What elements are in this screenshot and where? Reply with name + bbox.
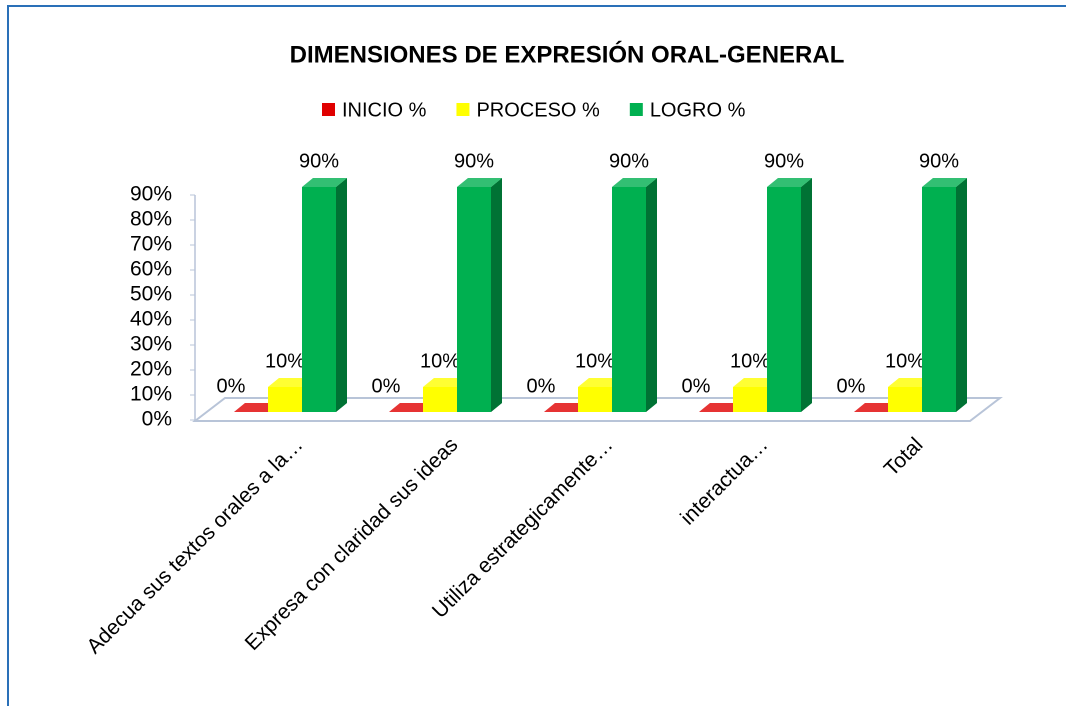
- bar-side: [336, 178, 347, 412]
- data-label: 10%: [730, 350, 770, 372]
- bar: [268, 387, 302, 412]
- y-tick-label: 20%: [130, 358, 172, 381]
- data-label: 10%: [575, 350, 615, 372]
- bar-top-shade: [389, 403, 434, 412]
- bar-side-shade: [956, 178, 967, 412]
- bar-top: [234, 403, 279, 412]
- data-label: 0%: [527, 375, 556, 397]
- bar-top-shade: [733, 378, 778, 387]
- legend-swatch: [456, 103, 470, 116]
- bar-top: [302, 178, 347, 187]
- y-tick-label: 70%: [130, 233, 172, 256]
- y-tick-label: 90%: [130, 183, 172, 206]
- bar-top: [767, 178, 812, 187]
- bar-side: [956, 178, 967, 412]
- data-label: 90%: [609, 150, 649, 172]
- bar: [423, 387, 457, 412]
- bar: [888, 387, 922, 412]
- bar-top: [268, 378, 313, 387]
- x-tick-label: Total: [880, 433, 928, 481]
- bar-top: [544, 403, 589, 412]
- bar-side-shade: [646, 178, 657, 412]
- bar-top: [922, 178, 967, 187]
- bar-top-shade: [544, 403, 589, 412]
- bar-top-shade: [457, 178, 502, 187]
- bar-top-shade: [699, 403, 744, 412]
- bar-side: [801, 178, 812, 412]
- data-label: 90%: [919, 150, 959, 172]
- bar-top: [699, 403, 744, 412]
- bar-side: [491, 178, 502, 412]
- data-label: 10%: [265, 350, 305, 372]
- bar-top: [854, 403, 899, 412]
- data-label: 0%: [217, 375, 246, 397]
- bar-top-shade: [578, 378, 623, 387]
- bar: [578, 387, 612, 412]
- x-tick-label: interactua…: [676, 433, 772, 529]
- bar-top: [888, 378, 933, 387]
- bar: [612, 187, 646, 412]
- legend-label: LOGRO %: [650, 99, 746, 121]
- data-label: 10%: [885, 350, 925, 372]
- bar-top: [733, 378, 778, 387]
- bar: [302, 187, 336, 412]
- data-label: 10%: [420, 350, 460, 372]
- bar-top-shade: [767, 178, 812, 187]
- bar-top-shade: [612, 178, 657, 187]
- legend-swatch: [629, 103, 643, 116]
- bar-top-shade: [423, 378, 468, 387]
- y-tick-label: 30%: [130, 333, 172, 356]
- data-label: 0%: [682, 375, 711, 397]
- y-tick-label: 40%: [130, 308, 172, 331]
- bar: [922, 187, 956, 412]
- bar-top: [389, 403, 434, 412]
- y-tick-label: 0%: [142, 408, 172, 431]
- legend-label: PROCESO %: [476, 99, 600, 121]
- bar-top: [457, 178, 502, 187]
- bar-side-shade: [336, 178, 347, 412]
- data-label: 0%: [837, 375, 866, 397]
- bar: [733, 387, 767, 412]
- bar-side-shade: [801, 178, 812, 412]
- data-label: 90%: [299, 150, 339, 172]
- frame: [7, 5, 1066, 711]
- chart-title: DIMENSIONES DE EXPRESIÓN ORAL-GENERAL: [290, 40, 845, 68]
- bar: [767, 187, 801, 412]
- bar-top-shade: [268, 378, 313, 387]
- y-tick-label: 50%: [130, 283, 172, 306]
- bar-top-shade: [922, 178, 967, 187]
- bar-top-shade: [854, 403, 899, 412]
- bar-top-shade: [888, 378, 933, 387]
- bar-top: [423, 378, 468, 387]
- bar-top: [578, 378, 623, 387]
- data-label: 90%: [454, 150, 494, 172]
- bar-top-shade: [234, 403, 279, 412]
- y-tick-label: 60%: [130, 258, 172, 281]
- data-label: 90%: [764, 150, 804, 172]
- legend-swatch: [322, 103, 335, 116]
- x-tick-label: Utiliza estrategicamente…: [428, 433, 618, 623]
- legend-label: INICIO %: [342, 99, 427, 121]
- bar-side-shade: [491, 178, 502, 412]
- bar-top-shade: [302, 178, 347, 187]
- y-tick-label: 10%: [130, 383, 172, 406]
- bar-side: [646, 178, 657, 412]
- y-tick-label: 80%: [130, 208, 172, 231]
- bar: [457, 187, 491, 412]
- bar-top: [612, 178, 657, 187]
- data-label: 0%: [372, 375, 401, 397]
